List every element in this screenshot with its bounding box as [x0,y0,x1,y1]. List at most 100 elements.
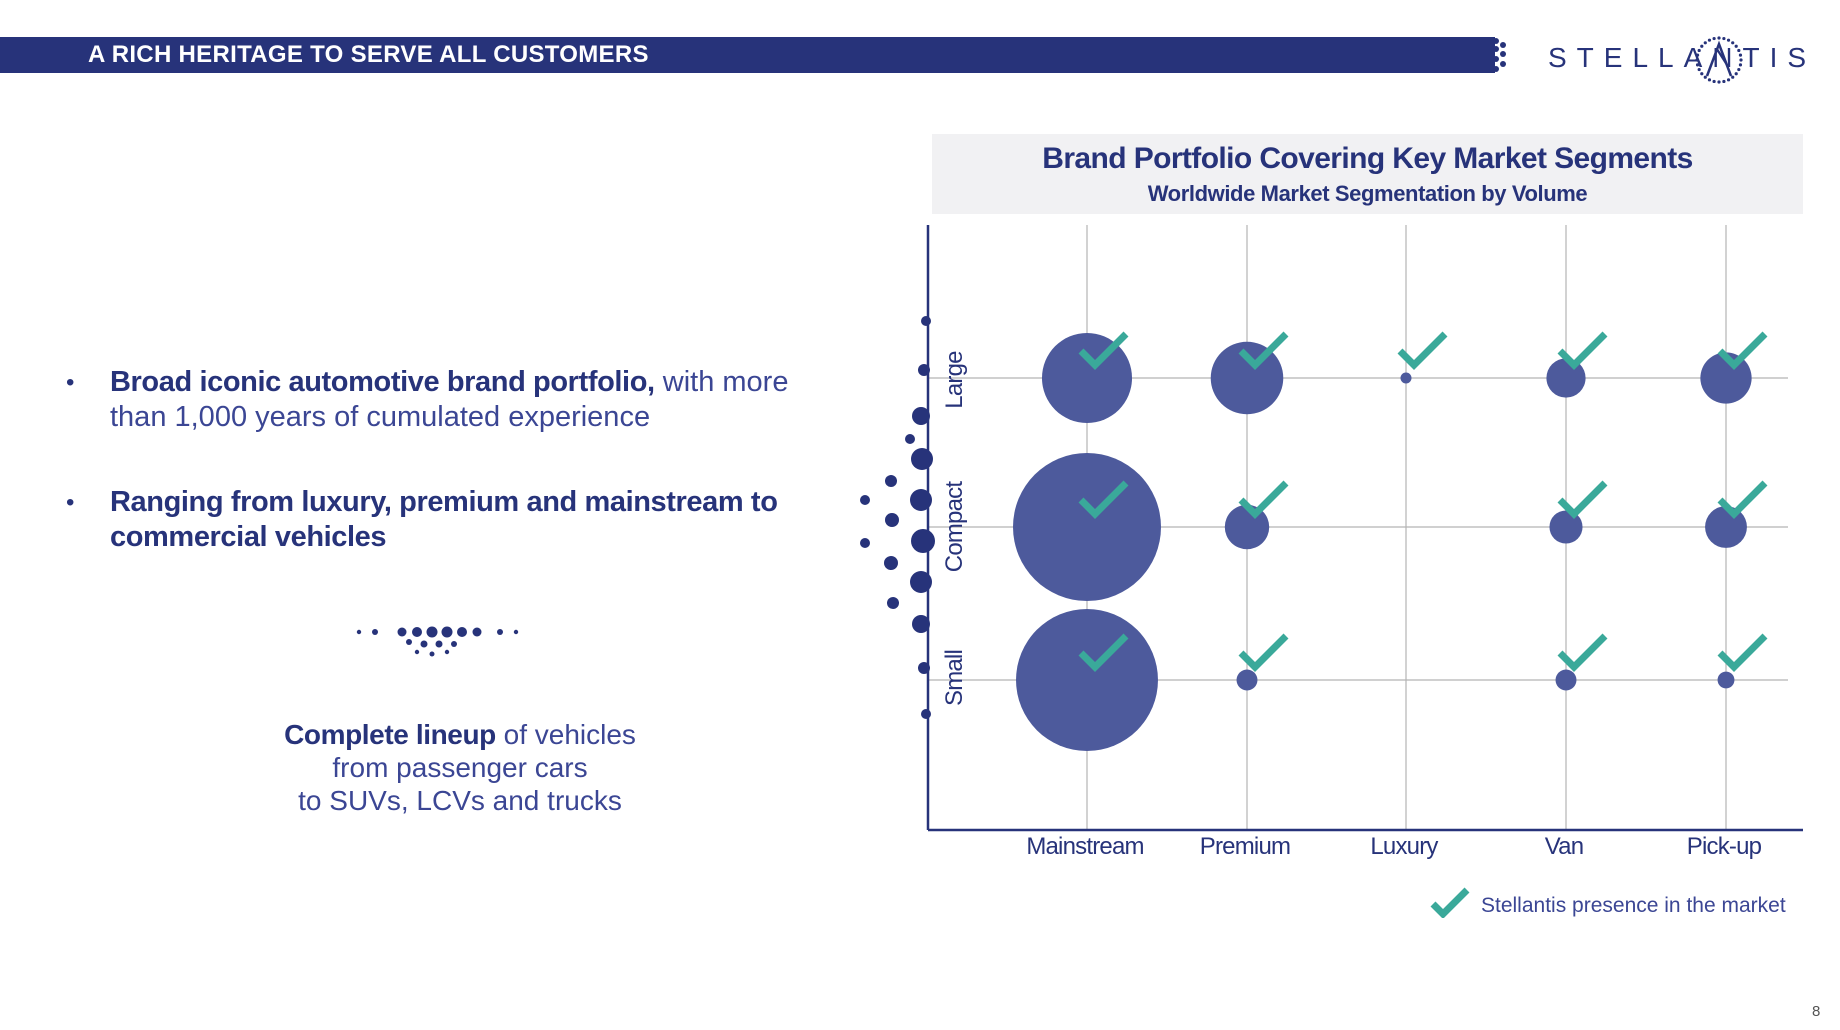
axis-decor-dot [910,489,932,511]
bullet-item: • Ranging from luxury, premium and mains… [62,485,832,555]
logo-ring-dot [1712,79,1716,84]
separator-dot [441,626,453,638]
lineup-line3: to SUVs, LCVs and trucks [298,785,622,816]
bubble-luxury-large [1400,372,1412,384]
bubble-mainstream-compact [1013,453,1161,601]
axis-decor-dot [912,407,930,425]
header-bar: A RICH HERITAGE TO SERVE ALL CUSTOMERS [0,37,1495,73]
lineup-line2: from passenger cars [332,752,588,783]
stellantis-logo: STELLANTIS [1548,34,1808,86]
axis-decor-dot [905,434,915,444]
logo-ring-dot [1737,67,1741,72]
chart-subtitle: Worldwide Market Segmentation by Volume [1147,181,1588,206]
check-icon [1557,633,1608,672]
header-dots-icon [1493,38,1506,72]
axis-decor-dot [910,571,932,593]
logo-ring-dot [1737,48,1741,53]
page-number: 8 [1812,1003,1821,1020]
check-icon [1557,480,1608,519]
logo-ring-dot [1726,38,1731,42]
logo-ring-dot [1726,78,1731,82]
separator-dot [513,629,519,635]
separator-dot [444,649,450,655]
bubble-mainstream-small [1016,609,1158,751]
x-tick-label: Van [1545,833,1584,860]
bullet-list: • Broad iconic automotive brand portfoli… [62,365,832,605]
separator-dot [451,641,457,647]
bubble-van-small [1555,669,1577,691]
separator-dot [429,651,435,657]
separator-dot [412,627,422,637]
axis-decor-dot [918,662,930,674]
bubble-van-compact [1549,510,1583,544]
separator-dot [420,640,428,648]
axis-decor-dot [912,615,930,633]
check-icon [1557,331,1608,370]
logo-ring-dot [1703,75,1707,79]
bubble-pick-up-large [1700,352,1752,404]
header-title: A RICH HERITAGE TO SERVE ALL CUSTOMERS [88,41,649,68]
x-tick-label: Luxury [1370,833,1438,860]
axis-decor-dot [921,709,931,719]
check-icon [1238,633,1289,672]
axis-decor-dot [860,495,870,505]
y-tick-label: Large [941,351,968,409]
logo-ring-dot [1707,78,1712,82]
axis-decor-dot [921,316,931,326]
logo-text: STELLANTIS [1548,42,1817,73]
logo-a-glyph [1705,40,1733,77]
logo-ring-dot [1695,58,1699,62]
logo-ring-dot [1739,58,1743,62]
lineup-text: Complete lineup of vehicles from passeng… [240,718,680,817]
logo-ring-dot [1712,36,1716,41]
logo-ring-dot [1738,63,1743,67]
x-tick-label: Premium [1200,833,1290,860]
logo-ring-dot [1700,44,1704,48]
axis-decor-dot [887,597,899,609]
bubble-premium-compact [1224,504,1270,550]
separator-dots-icon [356,626,519,657]
logo-ring-dot [1697,67,1701,72]
logo-ring-dot [1734,72,1738,76]
logo-ring-dot [1722,79,1726,84]
x-tick-label: Mainstream [1026,833,1143,860]
logo-ring-dot [1695,53,1700,57]
separator-dot [426,626,438,638]
bubble-premium-large [1210,341,1284,415]
logo-ring-dot [1734,44,1738,48]
logo-ring-dot [1697,48,1701,53]
bullet-item: • Broad iconic automotive brand portfoli… [62,365,832,435]
check-icon [1397,331,1448,370]
logo-ring-dot [1722,36,1726,41]
separator-dot [457,627,467,637]
check-icon [1078,331,1129,370]
y-tick-label: Small [941,650,968,706]
check-icon [1078,633,1129,672]
axis-decor-dot [860,538,870,548]
chart-title-box: Brand Portfolio Covering Key Market Segm… [932,134,1803,214]
axis-decor-dot [918,364,930,376]
separator-dot [372,629,378,635]
bullet-light-text: with more than 1,000 years of cumulated … [110,366,789,433]
separator-dot [356,629,362,635]
separator-dot [497,629,503,635]
axis-decor-dot [884,556,898,570]
lineup-line1: of vehicles [495,719,636,750]
logo-ring-dot [1717,80,1721,84]
logo-ring-dot [1738,53,1743,57]
separator-dot [414,649,420,655]
bubble-van-large [1546,358,1586,398]
separator-dot [435,640,443,648]
axis-decor-dot [885,513,899,527]
separator-dot [406,639,412,645]
bullet-bold-text: Broad iconic automotive brand portfolio, [110,366,655,398]
axis-decor-dot [911,529,935,553]
logo-ring-dot [1695,63,1700,67]
logo-ring-dot [1703,41,1707,45]
check-icon [1078,480,1129,519]
check-icon [1430,887,1470,918]
legend-label: Stellantis presence in the market [1481,894,1786,917]
check-icon [1717,633,1768,672]
check-icon [1717,480,1768,519]
